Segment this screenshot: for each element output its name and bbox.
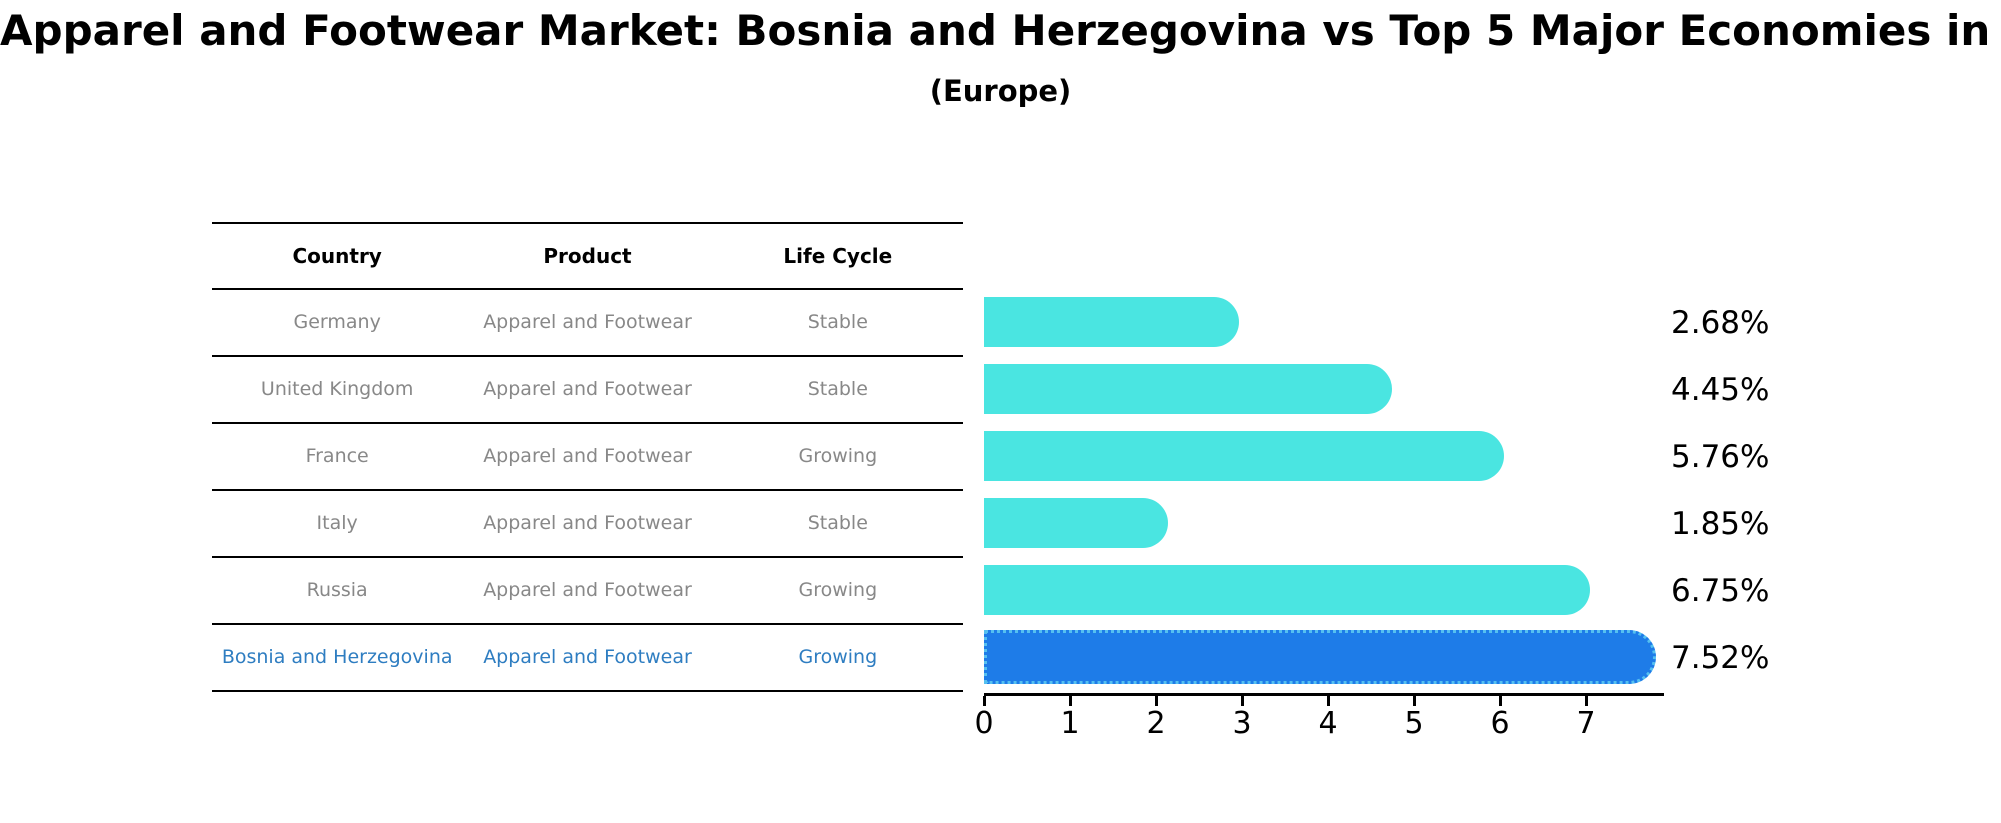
x-tick (1241, 696, 1244, 706)
bar-chart-area (984, 290, 1674, 692)
table-header-row: Country Product Life Cycle (212, 224, 963, 290)
table-header-cell-0: Country (292, 244, 382, 268)
x-tick-label: 2 (1146, 706, 1166, 741)
x-tick (1327, 696, 1330, 706)
x-tick (983, 696, 986, 706)
table-cell-country: United Kingdom (260, 378, 414, 401)
table-row: Italy Apparel and Footwear Stable (212, 491, 963, 558)
table-cell-country: Bosnia and Herzegovina (221, 646, 453, 669)
table-cell-product: Apparel and Footwear (483, 579, 692, 602)
bar-highlight (984, 630, 1656, 684)
x-tick (1413, 696, 1416, 706)
table-row: Bosnia and Herzegovina Apparel and Footwe… (212, 625, 963, 692)
value-label: 6.75% (1671, 573, 1770, 609)
x-axis-line (984, 693, 1664, 696)
bar (984, 498, 1168, 548)
comparison-table: Country Product Life Cycle Germany Apparel … (212, 222, 963, 692)
table-cell-product: Apparel and Footwear (483, 646, 692, 669)
table-cell-country: Russia (306, 579, 368, 602)
table-cell-product: Apparel and Footwear (483, 378, 692, 401)
x-tick (1155, 696, 1158, 706)
table-row: United Kingdom Apparel and Footwear Stable (212, 357, 963, 424)
bar (984, 431, 1504, 481)
table-cell-life-cycle: Stable (807, 311, 868, 334)
table-header-cell-2: Life Cycle (783, 244, 893, 268)
x-tick-label: 0 (974, 706, 994, 741)
x-tick-label: 6 (1490, 706, 1510, 741)
value-label: 2.68% (1671, 305, 1770, 341)
x-tick (1069, 696, 1072, 706)
table-cell-country: Italy (316, 512, 358, 535)
x-tick-label: 1 (1060, 706, 1080, 741)
x-tick (1585, 696, 1588, 706)
table-row: Russia Apparel and Footwear Growing (212, 558, 963, 625)
table-cell-life-cycle: Growing (798, 646, 878, 669)
table-cell-product: Apparel and Footwear (483, 311, 692, 334)
table-body: Germany Apparel and Footwear Stable United … (212, 290, 963, 692)
x-tick-label: 5 (1404, 706, 1424, 741)
table-header-cell-1: Product (543, 244, 632, 268)
value-labels-column: 2.68% 4.45% 5.76% 1.85% 6.75% 7.52% (1671, 290, 1991, 692)
bar (984, 297, 1239, 347)
table-row: Germany Apparel and Footwear Stable (212, 290, 963, 357)
value-label: 7.52% (1671, 640, 1770, 676)
table-cell-life-cycle: Growing (798, 579, 878, 602)
x-tick-label: 4 (1318, 706, 1338, 741)
x-tick-label: 3 (1232, 706, 1252, 741)
table-row: France Apparel and Footwear Growing (212, 424, 963, 491)
bar (984, 565, 1590, 615)
value-label: 1.85% (1671, 506, 1770, 542)
table-cell-country: France (305, 445, 369, 468)
table-cell-product: Apparel and Footwear (483, 445, 692, 468)
value-label: 5.76% (1671, 439, 1770, 475)
x-axis: 0 1 2 3 4 5 6 7 (974, 693, 1674, 773)
bar (984, 364, 1392, 414)
table-cell-life-cycle: Stable (807, 378, 868, 401)
table-cell-product: Apparel and Footwear (483, 512, 692, 535)
table-cell-life-cycle: Stable (807, 512, 868, 535)
table-cell-country: Germany (293, 311, 381, 334)
chart-subtitle: (Europe) (929, 74, 1072, 108)
chart-title: Apparel and Footwear Market: Bosnia and … (0, 6, 2001, 55)
value-label: 4.45% (1671, 372, 1770, 408)
x-tick-label: 7 (1576, 706, 1596, 741)
table-cell-life-cycle: Growing (798, 445, 878, 468)
x-tick (1499, 696, 1502, 706)
